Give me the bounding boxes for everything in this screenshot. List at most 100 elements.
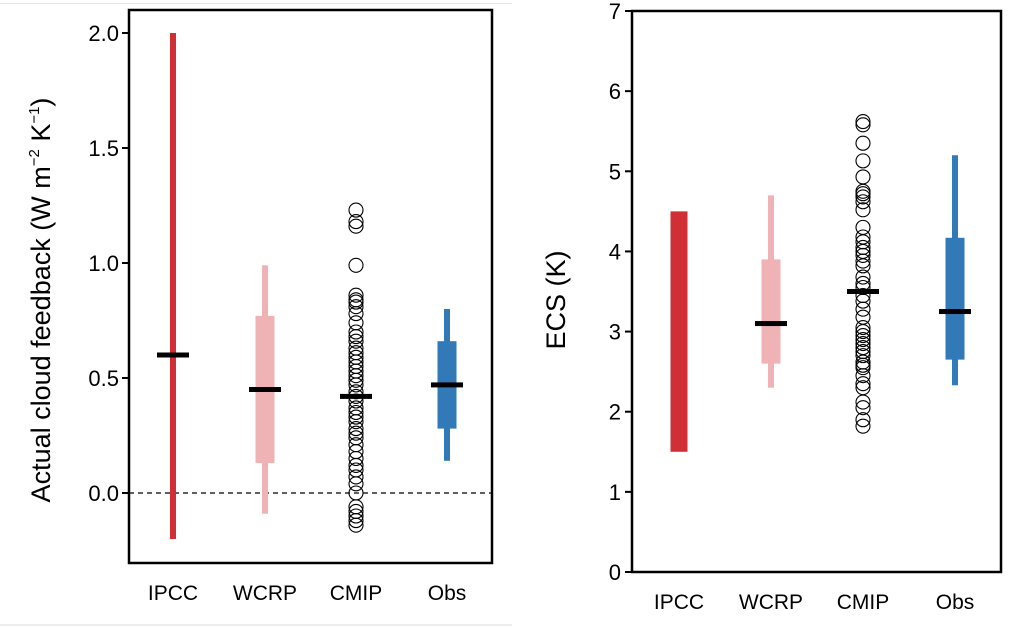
ecs-panel: 0 1 2 3 4 5 6 7 IPCC WCRP CMIP Obs ECS (K) <box>541 0 1003 614</box>
y-axis-left: 0.0 0.5 1.0 1.5 2.0 <box>88 21 129 506</box>
cmip-model-point <box>855 360 871 376</box>
cmip-model-point <box>855 320 871 336</box>
y-tick-label: 0 <box>609 560 621 585</box>
plot-marks-left <box>129 33 492 539</box>
cmip-model-point <box>855 301 871 317</box>
cmip-model-point <box>348 404 364 421</box>
wcrp-central-estimate <box>755 321 787 327</box>
cmip-model-point <box>348 450 364 467</box>
cmip-model-point <box>855 189 871 205</box>
y-tick-label: 0.5 <box>88 366 119 391</box>
cmip-model-point <box>348 377 364 393</box>
cmip-model-point <box>855 169 871 185</box>
cmip-model-point <box>855 153 871 169</box>
cmip-model-point <box>855 412 871 428</box>
y-tick-label: 6 <box>609 79 621 104</box>
cmip-model-point <box>855 186 871 202</box>
cmip-model-point <box>855 348 871 364</box>
cmip-model-point <box>348 372 364 388</box>
cmip-model-point <box>348 324 364 340</box>
cmip-model-point <box>855 336 871 352</box>
cmip-model-point <box>855 269 871 285</box>
obs-central-estimate <box>431 382 463 388</box>
cmip-model-point <box>348 306 364 322</box>
cmip-model-point <box>348 469 364 485</box>
y-tick-label: 0.0 <box>88 481 119 506</box>
plot-frame-left <box>127 8 494 565</box>
y-tick-label: 1 <box>609 480 621 505</box>
cmip-model-point <box>855 202 871 218</box>
y-tick-label: 5 <box>609 159 621 184</box>
cmip-model-point <box>855 324 871 340</box>
cmip-model-point <box>855 332 871 348</box>
category-label-ipcc: IPCC <box>654 591 704 614</box>
cmip-model-point <box>348 287 364 303</box>
cmip-central-estimate <box>340 393 372 399</box>
ipcc-central-estimate <box>157 352 189 358</box>
y-tick-label: 4 <box>609 239 621 264</box>
y-tick-label: 2.0 <box>88 21 119 46</box>
category-label-obs: Obs <box>936 591 975 614</box>
y-tick-label: 1.5 <box>88 136 119 161</box>
cmip-model-point <box>348 517 364 533</box>
obs-likely-range <box>945 237 965 360</box>
category-label-ipcc: IPCC <box>148 582 198 605</box>
page-bottom-divider <box>0 624 512 626</box>
cmip-model-point <box>348 508 364 524</box>
cmip-model-point <box>348 425 364 441</box>
cmip-model-point <box>348 414 364 430</box>
y-axis-title-left: Actual cloud feedback (W m−2 K−1) <box>26 98 56 503</box>
cmip-model-point <box>855 376 871 392</box>
cmip-model-point <box>855 253 871 269</box>
cmip-model-point <box>348 218 364 234</box>
category-label-cmip: CMIP <box>330 582 383 605</box>
cmip-model-point <box>855 400 871 416</box>
cmip-model-point <box>348 299 364 315</box>
y-tick-label: 3 <box>609 320 621 345</box>
cmip-model-point <box>855 293 871 309</box>
cmip-model-point <box>348 294 364 310</box>
cmip-model-point <box>348 257 364 273</box>
cmip-model-point <box>348 368 364 384</box>
obs-central-estimate <box>939 309 971 315</box>
page-top-divider <box>0 0 512 4</box>
cmip-model-point <box>348 329 364 345</box>
y-tick-label: 2 <box>609 400 621 425</box>
cmip-model-point <box>348 333 364 349</box>
cloud-feedback-panel: 0.0 0.5 1.0 1.5 2.0 IPCC WCRP CMIP Obs Actual c… <box>26 8 494 605</box>
plot-frame-right <box>630 9 1003 574</box>
cmip-model-point <box>855 368 871 384</box>
wcrp-likely-range <box>761 259 781 364</box>
y-axis-title-right: ECS (K) <box>541 250 571 349</box>
cmip-model-point <box>855 258 871 274</box>
x-axis-left: IPCC WCRP CMIP Obs <box>148 582 466 605</box>
cmip-model-point <box>348 476 364 492</box>
category-label-wcrp: WCRP <box>739 591 803 614</box>
cmip-model-point <box>855 117 871 133</box>
cmip-model-point <box>855 394 871 410</box>
cmip-model-point <box>855 247 871 263</box>
cmip-model-point <box>855 418 871 434</box>
cmip-model-point <box>348 513 364 529</box>
y-tick-label: 1.0 <box>88 251 119 276</box>
cmip-model-point <box>348 409 364 425</box>
category-label-obs: Obs <box>428 582 467 605</box>
y-axis-right: 0 1 2 3 4 5 6 7 <box>609 0 632 585</box>
cmip-model-point <box>855 135 871 151</box>
plot-marks-right <box>670 114 971 452</box>
ipcc-very-likely-range <box>170 33 176 539</box>
cmip-model-point <box>348 202 364 218</box>
cmip-model-point <box>348 457 364 473</box>
y-tick-label: 7 <box>609 0 621 24</box>
category-label-cmip: CMIP <box>837 591 890 614</box>
cmip-model-point <box>855 194 871 210</box>
x-axis-right: IPCC WCRP CMIP Obs <box>654 591 974 614</box>
cmip-model-point <box>348 214 364 230</box>
category-label-wcrp: WCRP <box>233 582 297 605</box>
cmip-central-estimate <box>847 289 879 294</box>
ipcc-likely-range <box>670 211 688 452</box>
cmip-model-point <box>348 421 364 437</box>
cmip-model-point <box>855 328 871 344</box>
wcrp-central-estimate <box>249 387 281 392</box>
